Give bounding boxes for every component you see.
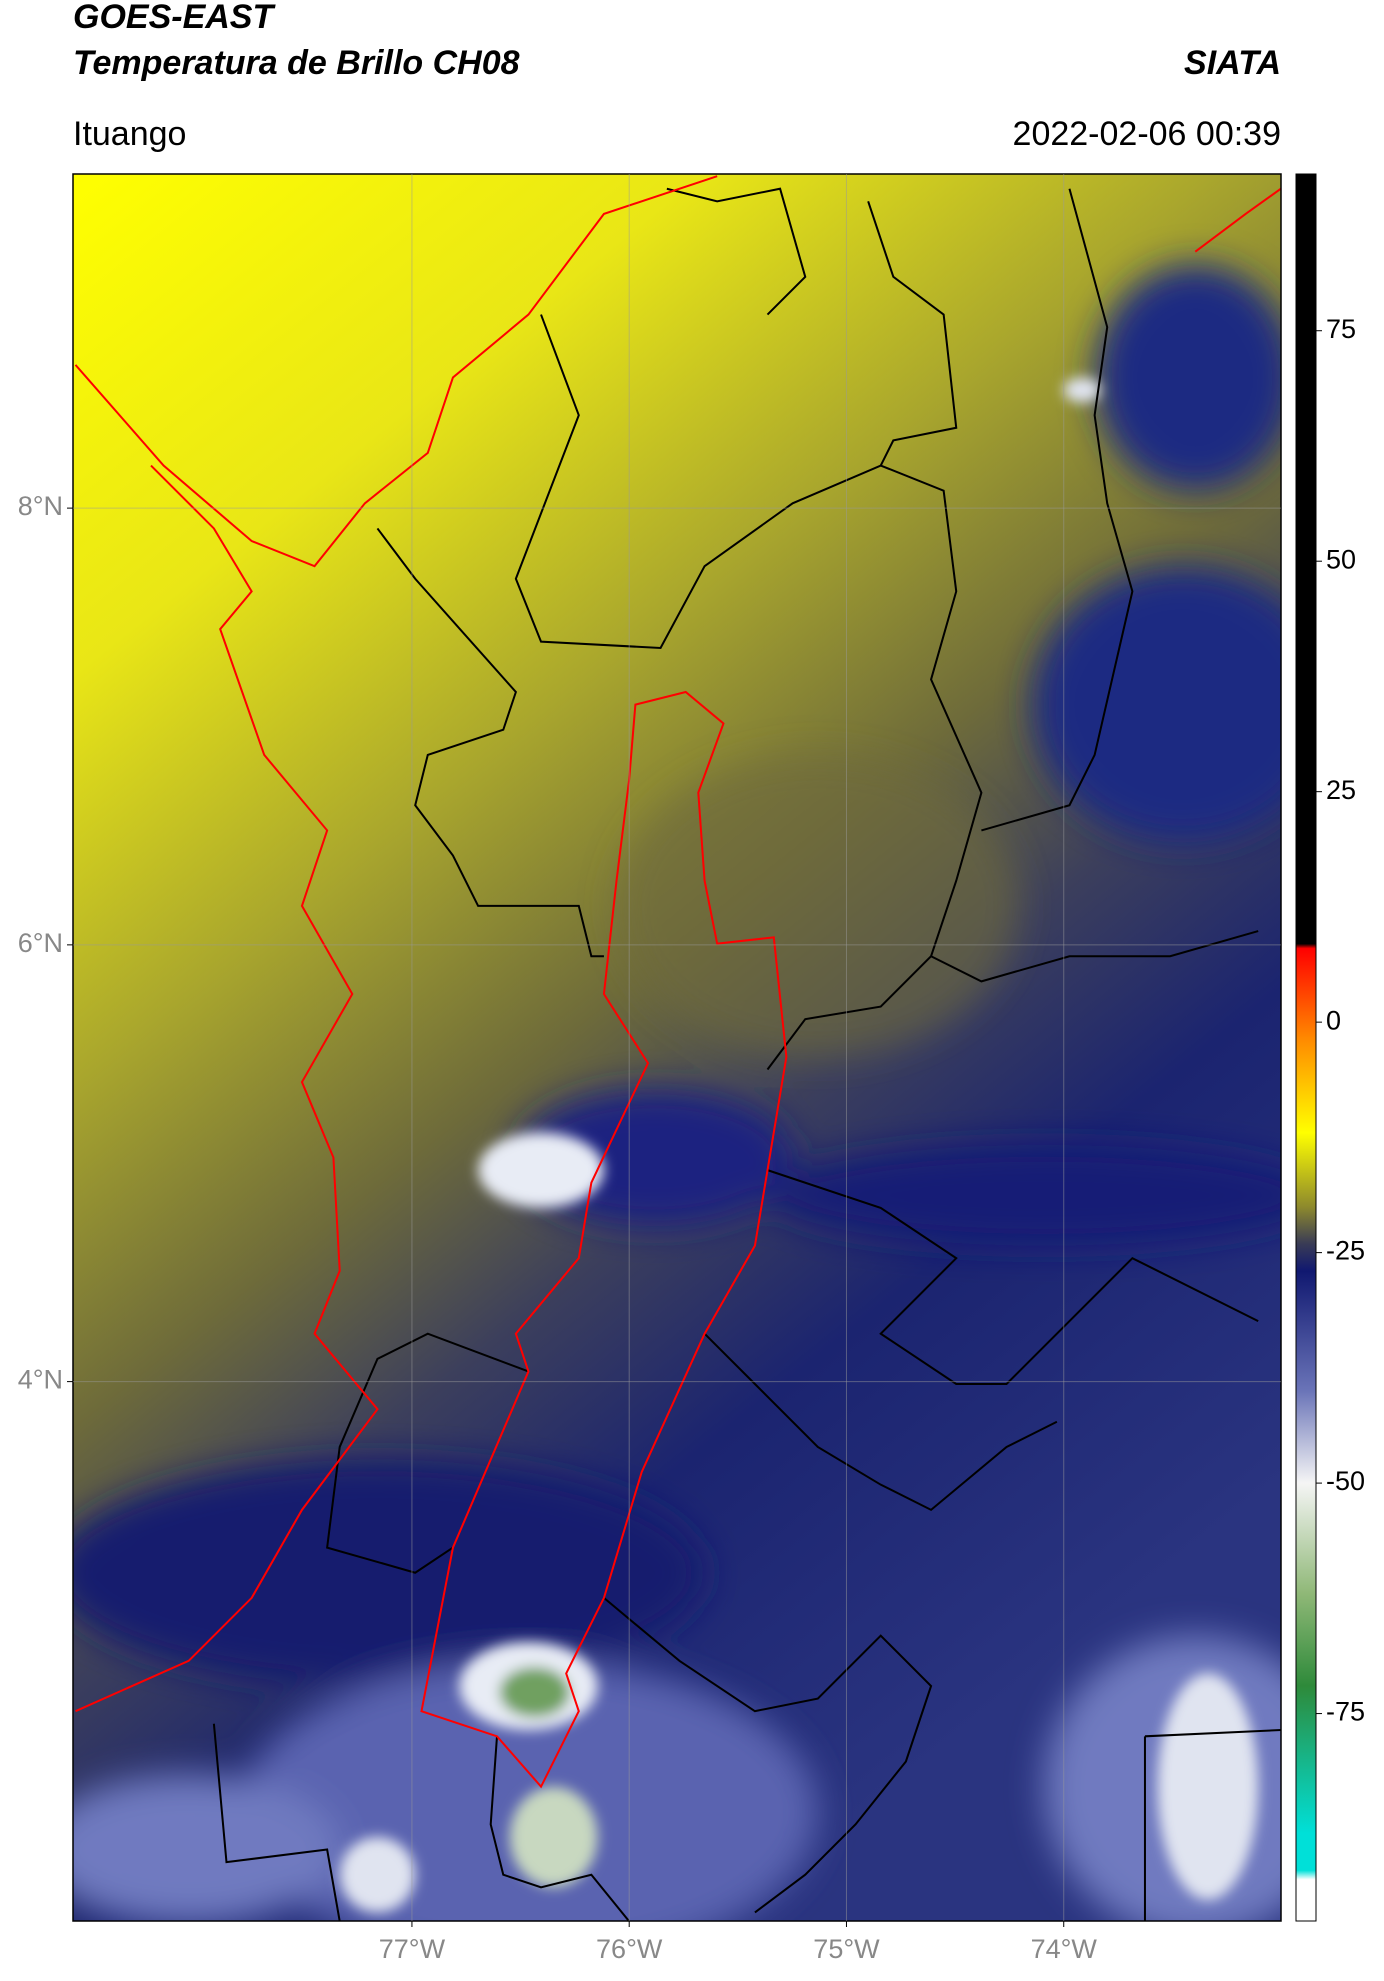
source: SIATA bbox=[1184, 44, 1281, 82]
colorbar-tick-label: -50 bbox=[1326, 1466, 1365, 1496]
map-frame bbox=[72, 173, 1282, 1922]
colorbar-tick-label: 0 bbox=[1326, 1005, 1341, 1035]
location: Ituango bbox=[73, 115, 186, 153]
x-tick-label: 76°W bbox=[596, 1934, 663, 1964]
colorbar-tick-label: -25 bbox=[1326, 1236, 1365, 1266]
y-tick-label: 4°N bbox=[18, 1365, 63, 1395]
x-tick-label: 74°W bbox=[1031, 1934, 1098, 1964]
map bbox=[73, 174, 1281, 1921]
boundaries bbox=[74, 175, 1281, 1921]
x-tick-label: 77°W bbox=[379, 1934, 446, 1964]
subtitle: Temperatura de Brillo CH08 bbox=[73, 44, 520, 82]
title: GOES-EAST bbox=[73, 0, 276, 36]
x-tick-label: 75°W bbox=[813, 1934, 880, 1964]
colorbar-tick-label: 25 bbox=[1326, 775, 1356, 805]
cold-tops bbox=[339, 377, 1259, 1913]
datetime: 2022-02-06 00:39 bbox=[1013, 115, 1281, 153]
colorbar-tick-label: -75 bbox=[1326, 1697, 1365, 1727]
colorbar bbox=[1295, 173, 1317, 1922]
colorbar-tick-label: 75 bbox=[1326, 314, 1356, 344]
colorbar-tick-label: 50 bbox=[1326, 544, 1356, 574]
y-tick-label: 8°N bbox=[18, 491, 63, 521]
y-tick-label: 6°N bbox=[18, 928, 63, 958]
